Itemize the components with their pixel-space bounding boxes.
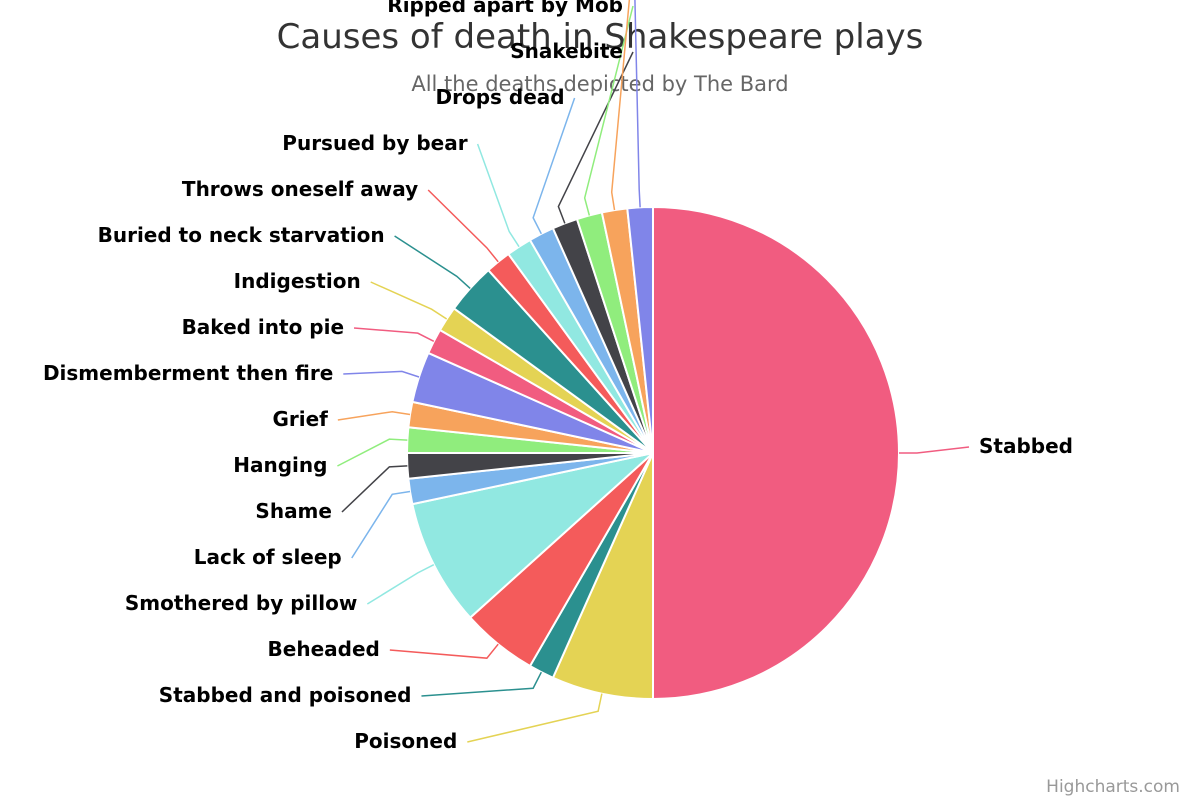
- label-throws-oneself-away: Throws oneself away: [182, 177, 418, 201]
- slice-stabbed[interactable]: [652, 206, 900, 700]
- connector-hanging: [337, 438, 408, 467]
- connector-shame: [341, 465, 408, 513]
- label-indigestion: Indigestion: [234, 269, 361, 293]
- connector-smothered-by-pillow: [366, 564, 435, 605]
- connector-blinded: [610, 0, 631, 211]
- data-labels: Stabbed Poisoned Stabbed and poisoned Behea…: [43, 0, 1073, 753]
- label-poisoned: Poisoned: [354, 729, 457, 753]
- connector-beheaded: [389, 643, 499, 659]
- label-drops-dead: Drops dead: [435, 85, 564, 109]
- connector-drops-dead: [532, 97, 576, 235]
- slice-smothered-by-pillow[interactable]: [411, 452, 654, 619]
- label-lack-of-sleep: Lack of sleep: [194, 545, 342, 569]
- label-smothered-by-pillow: Smothered by pillow: [125, 591, 357, 615]
- connector-grief: [337, 410, 411, 421]
- connector-stabbed-and-poisoned: [421, 671, 542, 697]
- pie-slices: [406, 206, 900, 700]
- connector-dismemberment-then-fire: [343, 370, 420, 378]
- connector-pursued-by-bear: [476, 143, 520, 248]
- label-dismemberment-then-fire: Dismemberment then fire: [43, 361, 333, 385]
- credits-link[interactable]: Highcharts.com: [1046, 777, 1180, 797]
- chart-subtitle: All the deaths depicted by The Bard: [411, 72, 788, 96]
- label-stabbed: Stabbed: [979, 434, 1073, 458]
- connector-disappears: [634, 0, 641, 208]
- connector-indigestion: [370, 281, 448, 320]
- label-ripped-apart-by-mob: Ripped apart by Mob: [387, 0, 623, 17]
- label-snakebite: Snakebite: [510, 39, 623, 63]
- label-stabbed-and-poisoned: Stabbed and poisoned: [159, 683, 412, 707]
- connector-poisoned: [467, 693, 603, 743]
- connector-lack-of-sleep: [351, 490, 411, 559]
- label-buried-to-neck-starvation: Buried to neck starvation: [98, 223, 385, 247]
- connector-stabbed: [899, 446, 970, 454]
- label-hanging: Hanging: [233, 453, 327, 477]
- connector-baked-into-pie: [353, 327, 435, 342]
- slice-disappears[interactable]: [626, 206, 654, 454]
- label-shame: Shame: [255, 499, 332, 523]
- label-pursued-by-bear: Pursued by bear: [282, 131, 467, 155]
- label-beheaded: Beheaded: [268, 637, 380, 661]
- connector-throws-oneself-away: [427, 189, 499, 263]
- label-grief: Grief: [272, 407, 328, 431]
- connector-buried-to-neck-starvation: [394, 235, 471, 289]
- label-baked-into-pie: Baked into pie: [182, 315, 344, 339]
- connector-ripped-apart-by-mob: [583, 5, 634, 216]
- chart-title: Causes of death in Shakespeare plays: [277, 17, 924, 57]
- label-connectors: [337, 0, 970, 743]
